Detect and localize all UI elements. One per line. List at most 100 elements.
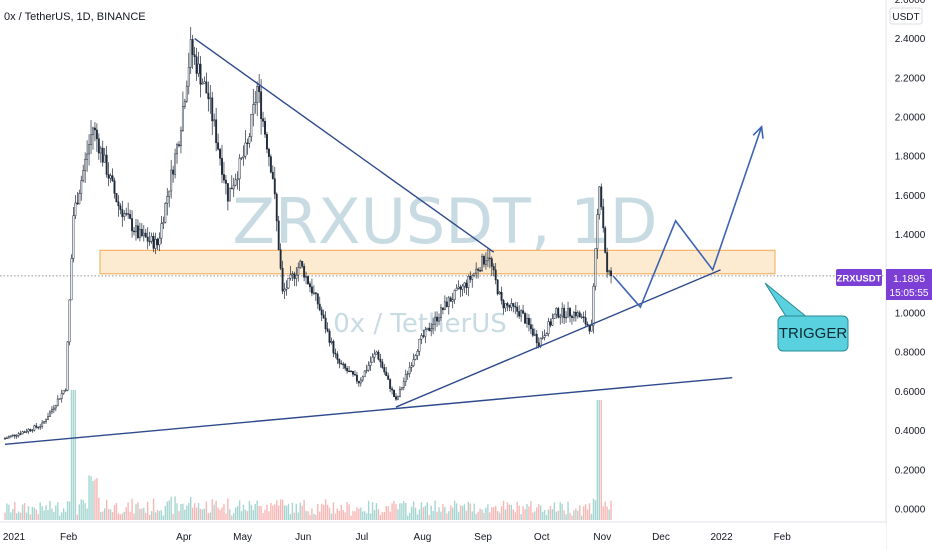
candle-body (541, 337, 544, 339)
candle-body (567, 308, 569, 318)
candle-body (529, 324, 532, 330)
volume-bar (577, 510, 579, 520)
candle-body (510, 303, 513, 308)
candle-body (457, 286, 460, 289)
volume-bar (10, 512, 12, 520)
volume-bar (207, 513, 210, 520)
candle-body (146, 236, 149, 242)
time-axis[interactable]: 2021 Feb Apr May Jun Jul Aug Sep Oct Nov Dec 2022 Fe… (0, 521, 886, 550)
candle-body (402, 381, 405, 388)
candle-body (594, 248, 597, 287)
volume-bar (424, 505, 427, 520)
trendlines[interactable] (4, 38, 733, 446)
candle-body (170, 169, 173, 192)
candle-body (334, 352, 337, 355)
volume-bar (180, 503, 182, 520)
x-tick-label: Nov (593, 532, 611, 543)
volume-bar (346, 501, 348, 520)
candle-body (303, 266, 306, 278)
volume-bar (113, 504, 116, 520)
candle-body (295, 274, 298, 279)
volume-bar (160, 510, 163, 520)
candle-body (328, 330, 331, 343)
volume-bar (242, 504, 245, 520)
candle-body (266, 134, 268, 150)
y-tick-label: 0.6000 (895, 387, 926, 398)
candle-body (176, 144, 178, 155)
volume-bar (473, 503, 475, 520)
candle-body (565, 316, 568, 319)
volume-bar (170, 496, 172, 520)
volume-bar (195, 507, 198, 520)
volume-bar (563, 510, 565, 520)
volume-bar (8, 504, 10, 520)
volume-bar (487, 504, 489, 520)
volume-bar (182, 503, 184, 520)
candle-body (287, 277, 290, 289)
candle-body (387, 375, 390, 380)
last-price-value: 1.1895 (893, 273, 925, 285)
candle-body (445, 301, 448, 307)
candle-body (49, 411, 51, 417)
candle-body (395, 396, 397, 400)
candle-body (238, 158, 241, 180)
candle-body (244, 142, 247, 157)
candle-body (312, 292, 315, 294)
candle-body (129, 214, 132, 219)
candle-body (469, 276, 472, 280)
volume-bar (569, 512, 571, 520)
volume-bar (301, 505, 303, 520)
volume-bar (295, 503, 297, 520)
candle-body (582, 316, 585, 318)
volume-bar (311, 508, 313, 520)
candle-body (275, 193, 278, 222)
x-tick-label: Jul (355, 532, 368, 543)
candle-body (273, 178, 276, 195)
candle-body (217, 142, 220, 150)
resistance-zone[interactable] (99, 249, 776, 275)
volume-bar (362, 511, 364, 520)
volume-bar (428, 514, 430, 520)
projection-path[interactable] (612, 126, 763, 309)
volume-bar (573, 510, 575, 520)
volume-bar (283, 505, 286, 520)
candle-body (590, 325, 593, 332)
candle-body (228, 187, 231, 202)
volume-bar (264, 509, 266, 520)
candle-body (31, 429, 34, 432)
candle-body (258, 86, 261, 92)
candle-body (576, 312, 579, 317)
volume-bar (575, 508, 577, 520)
volume-bar (37, 514, 39, 520)
candle-body (318, 303, 321, 311)
candle-body (459, 286, 462, 290)
candle-body (113, 180, 116, 194)
symbol-title[interactable]: 0x / TetherUS, 1D, BINANCE (4, 11, 146, 23)
volume-bar (407, 515, 409, 520)
candle-body (297, 267, 300, 276)
candle-body (346, 368, 349, 372)
y-tick-label: 1.6000 (895, 191, 926, 202)
candle-body (340, 363, 343, 365)
candle-body (381, 361, 384, 368)
candle-body (553, 313, 556, 319)
volume-bar (197, 502, 200, 520)
volume-bar (524, 509, 526, 520)
candle-body (414, 355, 417, 360)
volume-bar (276, 500, 278, 520)
volume-bar (557, 510, 559, 520)
candle-body (547, 321, 550, 335)
volume-bar (250, 504, 253, 520)
volume-bar (414, 507, 417, 520)
candle-body (84, 159, 87, 171)
volume-bar (450, 505, 452, 520)
trigger-callout[interactable]: TRIGGER (764, 282, 849, 352)
volume-bar (266, 504, 268, 520)
volume-bar (489, 512, 491, 520)
candle-body (393, 389, 395, 397)
candle-body (246, 142, 249, 144)
candle-body (551, 318, 554, 326)
candle-body (477, 268, 480, 271)
candle-body (191, 39, 194, 55)
trendline-long-term-support (4, 376, 733, 446)
